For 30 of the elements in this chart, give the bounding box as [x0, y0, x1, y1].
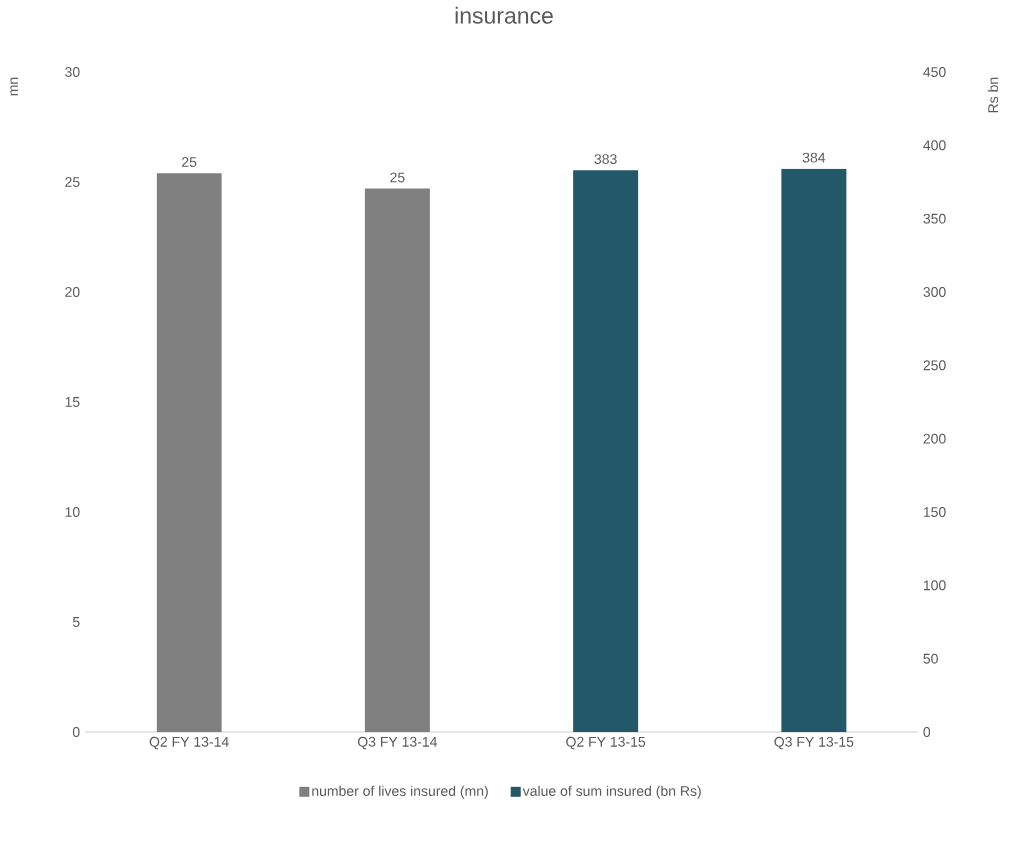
data-label: 384	[802, 152, 826, 163]
y2-tick-label: 100	[923, 580, 946, 591]
y-tick-label: 5	[72, 617, 80, 627]
y-tick-label: 0	[72, 727, 80, 737]
x-tick-label: Q2 FY 13-15	[566, 736, 646, 750]
y-tick-label: 30	[65, 67, 80, 77]
legend-label: number of lives insured (mn)	[312, 785, 488, 799]
y2-tick-label: 150	[923, 507, 946, 517]
legend-label: value of sum insured (bn Rs)	[522, 785, 701, 799]
y2-tick-label: 300	[923, 287, 946, 297]
y2-tick-label: 350	[923, 213, 946, 224]
data-label: 383	[594, 154, 617, 165]
x-tick-label: Q3 FY 13-15	[774, 736, 854, 750]
y2-tick-label: 400	[923, 140, 946, 151]
y-tick-label: 10	[65, 507, 80, 517]
y2-tick-label: 450	[923, 67, 946, 77]
y-tick-label: 15	[65, 397, 80, 407]
y2-axis-title: Rs bn	[987, 77, 999, 113]
y2-tick-label: 50	[923, 653, 938, 664]
data-label: 25	[182, 157, 197, 167]
y2-tick-label: 0	[923, 727, 931, 737]
data-label: 25	[390, 172, 405, 183]
chart-title: insurance	[455, 6, 553, 24]
x-tick-label: Q3 FY 13-14	[357, 736, 438, 750]
x-tick-label: Q2 FY 13-14	[149, 736, 229, 750]
y2-tick-label: 200	[923, 433, 946, 444]
y-tick-label: 25	[65, 177, 80, 187]
y2-tick-label: 250	[923, 360, 946, 371]
y-axis-title: mn	[10, 77, 18, 96]
y-tick-label: 20	[65, 287, 80, 297]
